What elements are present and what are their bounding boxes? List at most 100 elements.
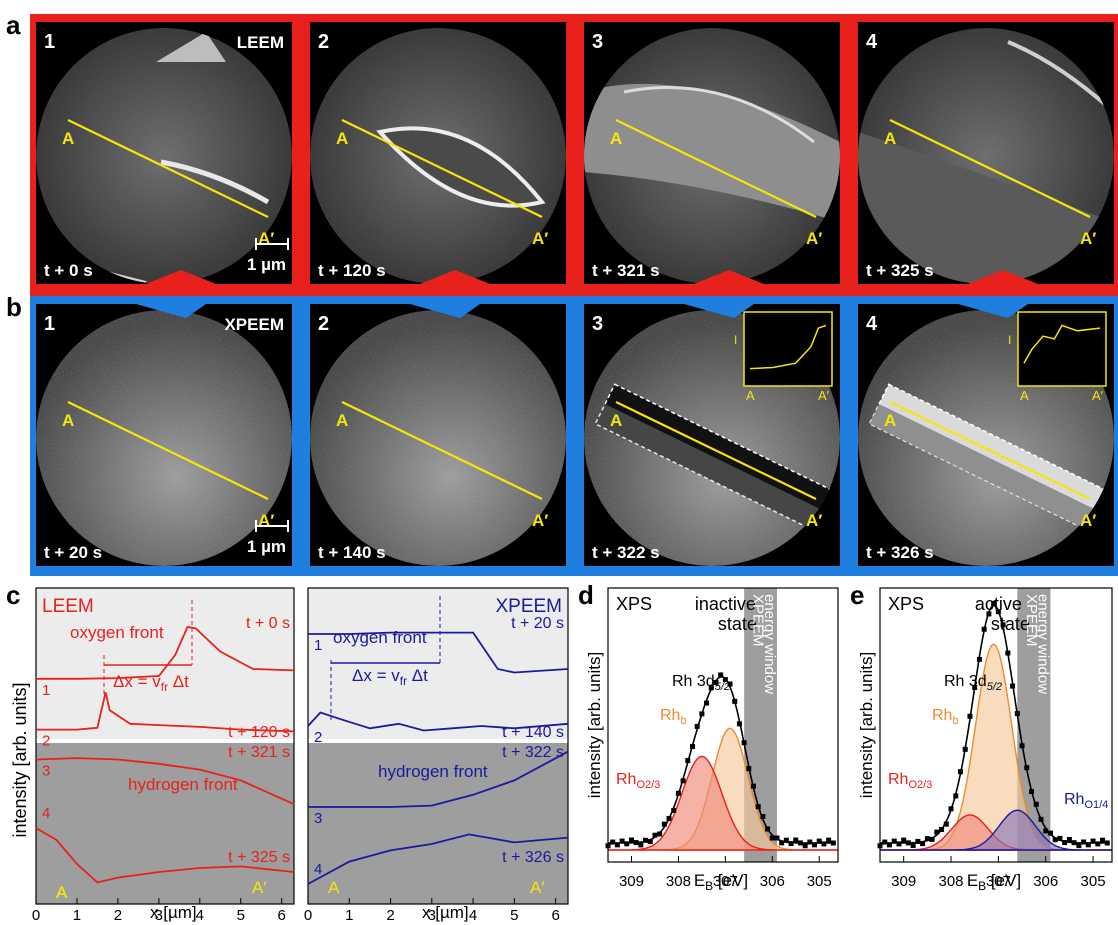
marker-a: A [336,411,348,430]
window-line2: energy window [761,594,778,694]
data-point [1010,683,1016,689]
plot-border [879,587,1113,863]
data-point [1052,837,1058,843]
x-tick-label: 308 [666,873,691,890]
front-edge [160,159,270,205]
trace-time: t + 120 s [228,724,290,741]
scalebar-label: 1 µm [247,537,286,556]
c-right-mode: XPEEM [495,596,562,617]
component-Rh_b [880,643,1112,851]
data-point [619,838,625,844]
frame-number: 3 [592,31,603,53]
data-point [934,829,940,835]
data-point [689,744,695,750]
trace-time: t + 0 s [246,615,290,632]
x-tick-label: 2 [114,907,122,924]
marker-a-prime: A′ [806,229,822,248]
trace-number: 3 [42,763,50,780]
data-point [732,698,738,704]
xps-xlabel: EB [eV] [694,871,748,893]
x-tick-label: 3 [428,907,436,924]
marker-a-prime: A′ [1080,229,1096,248]
data-point [779,840,785,846]
data-point [736,721,742,727]
frame-number: 1 [44,31,55,53]
data-point [722,677,728,683]
marker-a: A [62,129,74,148]
peak-label-main: Rh 3d5/2 [672,673,730,693]
xps-ylabel: intensity [arb. units] [857,652,876,798]
image-frame-3: A A′ 3 t + 322 s I A A′ [584,304,840,566]
difference-strip-noise [869,404,1095,530]
state-line1: inactive [695,594,756,614]
data-point [1024,765,1030,771]
x-tick-label: 5 [237,907,245,924]
data-point [1019,743,1025,749]
component-Rh_O1/4 [880,809,1112,851]
data-point [1085,842,1091,848]
image-content [858,310,1114,566]
image-frame-1: A A′ 1 t + 0 s LEEM 1 µm [36,22,292,284]
profile-line [615,401,817,500]
image-frame-2: A A′ 2 t + 140 s [310,304,566,566]
trace-4 [307,833,569,885]
x-tick-label: 1 [345,907,353,924]
data-point [991,600,997,606]
frame-number: 2 [318,313,329,335]
frame-time: t + 322 s [592,543,660,562]
inset-x1: A′ [818,388,830,403]
image-frame-2: A A′ 2 t + 120 s [310,22,566,284]
leem-plot-border [35,587,295,905]
window-line1: XPEEM [1023,594,1040,647]
data-point [657,831,663,837]
image-content [36,310,292,566]
trace-number: 4 [42,805,50,822]
scalebar-label: 1 µm [247,255,286,274]
data-point [704,700,710,706]
peak-label-o14: RhO1/4 [1064,791,1108,811]
inset-x0: A [746,388,755,403]
leem-hydrogen-region [36,743,294,904]
inset-profile [1023,324,1101,364]
tab-marker [968,270,1038,284]
x-tick-label: 309 [619,873,644,890]
data-point [896,841,902,847]
oxygen-island [376,126,546,208]
profile-line [67,119,269,218]
c-left-hydrogen-label: hydrogen front [128,775,238,794]
profile-line [341,119,543,218]
data-point [1014,711,1020,717]
data-point [1033,801,1039,807]
trace-3 [35,757,295,806]
image-content [858,28,1114,284]
x-tick-label: 5 [510,907,518,924]
trace-time: t + 325 s [228,849,290,866]
data-point [694,723,700,729]
data-point [628,837,634,843]
data-point [765,826,771,832]
c-left-end-b: A′ [252,878,267,897]
image-frame-4: A A′ 4 t + 326 s I A A′ [858,304,1114,566]
data-point [1100,837,1106,843]
data-point [741,740,747,746]
c-right-oxygen-label: oxygen front [333,628,427,647]
marker-a: A [62,411,74,430]
c-right-end-a: A [328,878,340,897]
xps-label: XPS [616,594,652,614]
window-line2: energy window [1035,594,1052,694]
data-point [1095,841,1101,847]
tab-marker [958,304,1028,318]
profile-line [889,401,1091,500]
profile-line [889,119,1091,218]
trace-time: t + 326 s [502,849,564,866]
marker-a: A [610,129,622,148]
inset-x0: A [1020,388,1029,403]
data-point [797,840,803,846]
data-point [986,611,992,617]
data-point [666,816,672,822]
x-tick-label: 4 [196,907,204,924]
image-frame-1: A A′ 1 t + 20 s XPEEM 1 µm [36,304,292,566]
profile-line [615,119,817,218]
data-point [1104,840,1110,846]
